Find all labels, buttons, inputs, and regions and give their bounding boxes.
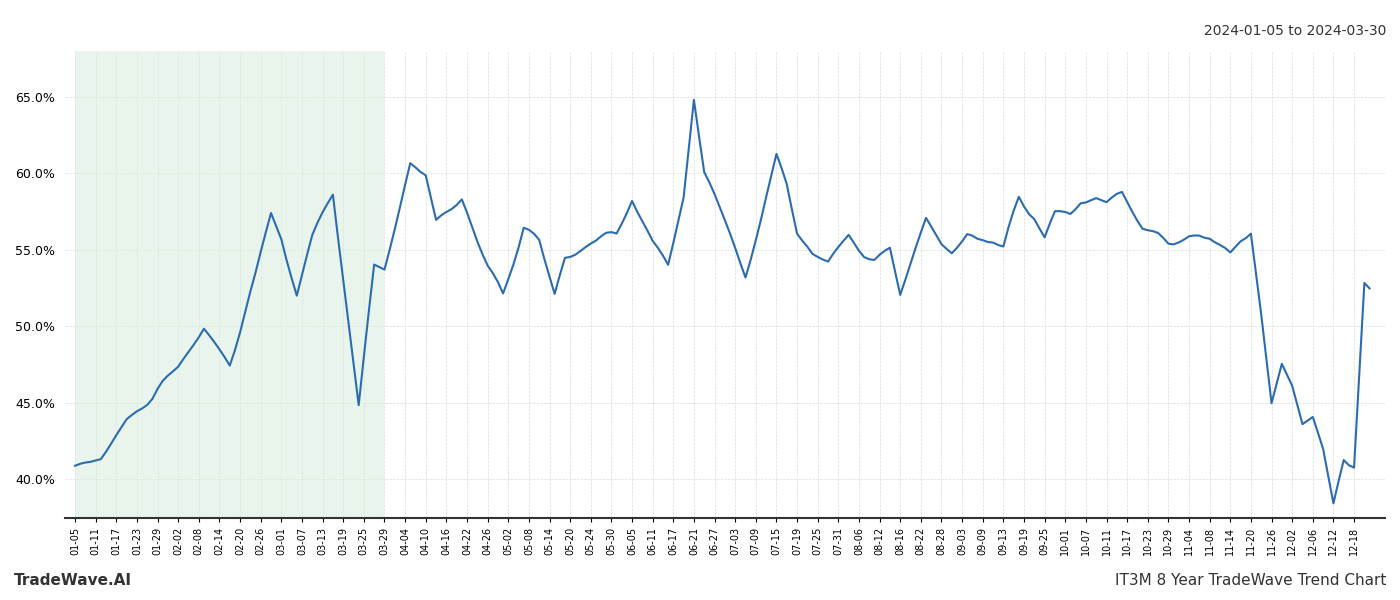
Text: TradeWave.AI: TradeWave.AI <box>14 573 132 588</box>
Text: IT3M 8 Year TradeWave Trend Chart: IT3M 8 Year TradeWave Trend Chart <box>1114 573 1386 588</box>
Text: 2024-01-05 to 2024-03-30: 2024-01-05 to 2024-03-30 <box>1204 24 1386 38</box>
Bar <box>76 51 385 518</box>
